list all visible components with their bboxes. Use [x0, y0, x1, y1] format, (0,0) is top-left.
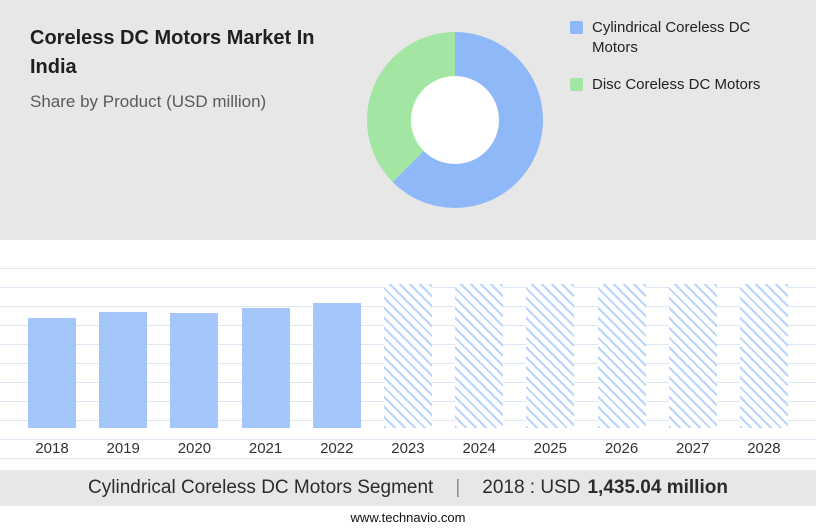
separator: |	[455, 477, 461, 498]
report-subtitle: Share by Product (USD million)	[30, 92, 267, 111]
x-axis-label: 2025	[533, 440, 567, 457]
bar-2021	[241, 307, 290, 428]
year-label: 2018 : USD	[482, 477, 581, 498]
x-axis-label: 2020	[177, 440, 212, 457]
bar-2028	[739, 284, 788, 428]
x-axis-label: 2018	[35, 440, 69, 457]
legend-label: Cylindrical Coreless DC Motors	[592, 19, 751, 57]
report-title: Coreless DC Motors Market In India	[30, 27, 315, 78]
website-url: www.technavio.com	[350, 509, 466, 525]
legend-label: Disc Coreless DC Motors	[592, 75, 761, 93]
bar-2018	[28, 317, 76, 428]
x-axis-label: 2024	[462, 440, 496, 457]
x-axis-label: 2026	[604, 440, 639, 457]
bar-2025	[526, 284, 575, 428]
x-axis-label: 2022	[320, 440, 354, 457]
summary-panel: Coreless DC Motors Market In India Share…	[0, 0, 816, 240]
bar-2023	[383, 284, 432, 428]
x-axis-labels: 2018 2019 2020 2021 2022 2023 2024 2025 2026 2027…	[28, 440, 788, 458]
legend-swatch-icon	[570, 21, 583, 34]
segment-label: Cylindrical Coreless DC Motors Segment	[88, 477, 434, 498]
bar-2026	[597, 284, 646, 428]
x-axis-label: 2023	[391, 440, 425, 457]
legend-item: Disc Coreless DC Motors	[570, 75, 785, 95]
bar-2027	[668, 284, 717, 428]
website-strip: www.technavio.com	[0, 506, 816, 528]
bar-2024	[455, 284, 504, 428]
bar-2022	[312, 303, 361, 428]
x-axis-label: 2028	[747, 440, 781, 457]
x-axis-label: 2019	[106, 440, 140, 457]
bar-2020	[170, 313, 219, 428]
legend-swatch-icon	[570, 77, 583, 91]
bar-2019	[99, 312, 148, 428]
x-axis-label: 2027	[676, 440, 710, 457]
bar-chart-section: 2018 2019 2020 2021 2022 2023 2024 2025 2026 2027…	[0, 264, 816, 470]
legend-item: Cylindrical Coreless DC Motors	[570, 18, 785, 59]
x-axis-label: 2021	[248, 440, 283, 457]
segment-value: 1,435.04 million	[587, 477, 728, 498]
donut-chart	[367, 32, 543, 208]
footer-band: Cylindrical Coreless DC Motors Segment |…	[0, 470, 816, 506]
legend: Cylindrical Coreless DC Motors Disc Corel…	[570, 18, 785, 111]
bar-series	[28, 283, 788, 428]
